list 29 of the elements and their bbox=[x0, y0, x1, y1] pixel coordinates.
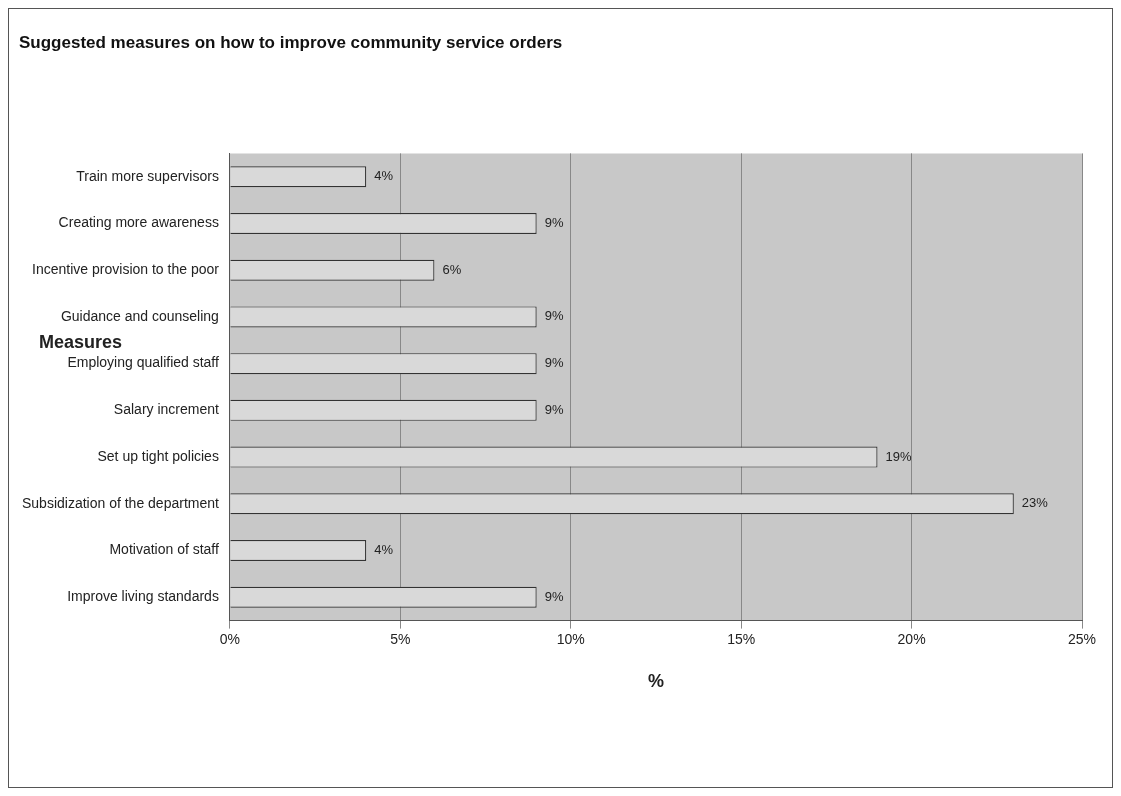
x-tick-label: 15% bbox=[727, 630, 756, 647]
y-tick-label: Improve living standards bbox=[67, 588, 219, 605]
x-tick-label: 25% bbox=[1067, 630, 1097, 647]
data-label: 19% bbox=[885, 448, 912, 464]
y-tick-label: Incentive provision to the poor bbox=[32, 261, 220, 278]
data-label: 9% bbox=[544, 588, 564, 604]
chart-title: Suggested measures on how to improve community service orders bbox=[19, 32, 563, 52]
data-label: 9% bbox=[544, 401, 564, 417]
x-tick-label: 5% bbox=[390, 630, 411, 647]
data-label: 4% bbox=[374, 542, 394, 558]
y-tick-label: Guidance and counseling bbox=[60, 307, 219, 324]
data-label: 9% bbox=[544, 308, 564, 324]
x-tick-label: 10% bbox=[556, 630, 585, 647]
x-tick-label: 20% bbox=[897, 630, 926, 647]
data-label: 9% bbox=[544, 215, 564, 231]
y-axis-title: Measures bbox=[39, 332, 123, 353]
y-tick-label: Set up tight policies bbox=[97, 447, 219, 464]
y-tick-label: Subsidization of the department bbox=[22, 494, 220, 511]
data-label: 4% bbox=[374, 168, 394, 184]
y-tick-label: Train more supervisors bbox=[76, 167, 219, 184]
data-label: 6% bbox=[442, 261, 462, 277]
data-label: 9% bbox=[544, 355, 564, 371]
x-axis-title: % bbox=[647, 671, 664, 692]
y-tick-label: Motivation of staff bbox=[109, 541, 220, 558]
y-tick-label: Employing qualified staff bbox=[67, 354, 220, 371]
y-tick-label: Salary increment bbox=[113, 401, 220, 418]
data-label: 23% bbox=[1021, 495, 1049, 511]
y-tick-label: Creating more awareness bbox=[58, 214, 219, 231]
x-tick-label: 0% bbox=[219, 630, 241, 647]
